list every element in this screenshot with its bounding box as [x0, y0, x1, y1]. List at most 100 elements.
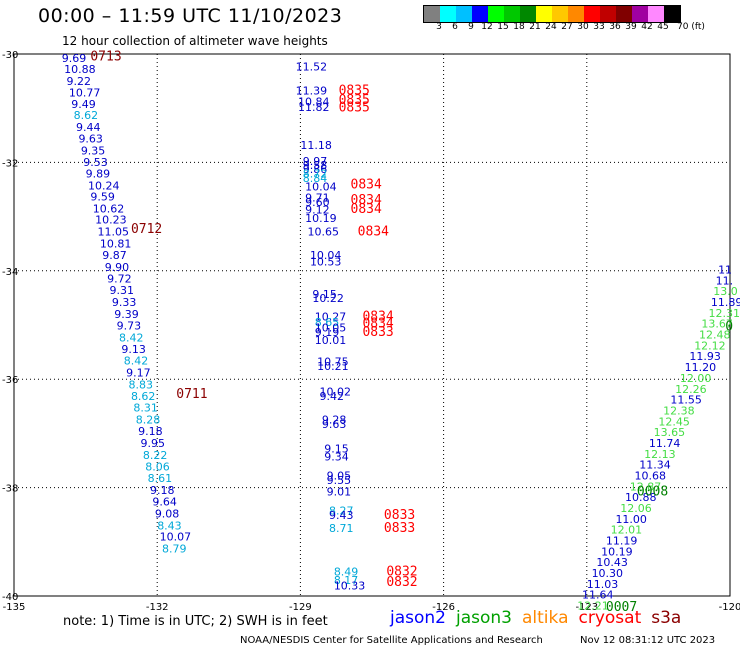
colorbar-swatch	[648, 6, 664, 22]
lat-tick-label: -40	[2, 592, 18, 603]
colorbar-swatch	[600, 6, 616, 22]
wave-height-value: 8.31	[133, 402, 158, 415]
wave-height-value: 10.88	[64, 63, 96, 76]
wave-height-value: 12.00	[680, 372, 712, 385]
wave-height-value: 12.38	[663, 404, 695, 417]
colorbar-swatch	[488, 6, 504, 22]
pass-time-label: 0834	[362, 317, 393, 332]
wave-height-value: 9.60	[305, 196, 330, 209]
colorbar-swatch	[632, 6, 648, 22]
wave-height-value: 9.22	[67, 75, 92, 88]
wave-height-value: 11.89	[711, 296, 740, 309]
wave-height-value: 13.65	[654, 426, 686, 439]
wave-height-value: 9.34	[324, 451, 349, 464]
wave-height-value: 11.00	[615, 513, 647, 526]
wave-height-value: 9.12	[305, 203, 330, 216]
wave-height-value: 9.97	[303, 155, 328, 168]
lat-tick-label: -30	[2, 50, 18, 61]
wave-height-value: 12.87	[630, 480, 662, 493]
colorbar-label: 12	[481, 22, 493, 32]
wave-height-value: 11.39	[296, 85, 328, 98]
wave-height-value: 10.62	[93, 202, 125, 215]
wave-height-value: 9.64	[152, 495, 177, 508]
wave-height-value: 12.12	[694, 339, 726, 352]
legend-item-altika: altika	[522, 608, 569, 628]
legend-item-jason3: jason3	[456, 608, 512, 628]
wave-height-value: 8.62	[74, 109, 99, 122]
wave-height-value: 13.67	[701, 318, 733, 331]
colorbar-label: 15	[497, 22, 509, 32]
wave-height-value: 9.49	[71, 98, 96, 111]
wave-height-value: 11.82	[298, 101, 330, 114]
wave-height-value: 12.01	[611, 524, 643, 537]
wave-height-value: 9.28	[322, 414, 347, 427]
wave-height-value: 9.89	[86, 168, 111, 181]
wave-height-value: 9.63	[78, 132, 103, 145]
wave-height-value: 9.63	[322, 418, 347, 431]
wave-height-value: 11.55	[670, 394, 702, 407]
wave-height-value: 11.05	[98, 226, 129, 239]
wave-height-value: 9.53	[83, 156, 108, 169]
wave-height-value: 8.65	[315, 316, 340, 329]
wave-height-value: 10.30	[592, 567, 624, 580]
wave-height-value: 9.55	[327, 474, 352, 487]
pass-time-label: 0832	[386, 575, 417, 590]
colorbar-labels: 3 6 9 12 15 18 21 24 27 30 33 36 39 42 45 70 (ft)	[423, 22, 733, 36]
lat-tick-label: -36	[2, 375, 18, 386]
page-title: 00:00 – 11:59 UTC 11/10/2023	[38, 5, 343, 27]
pass-time-label: 0712	[131, 222, 162, 237]
pass-time-label: 0834	[358, 225, 389, 240]
colorbar-swatch	[616, 6, 632, 22]
wave-height-value: 8.27	[329, 505, 354, 518]
wave-height-value: 10.43	[596, 556, 628, 569]
wave-height-value: 10.05	[315, 322, 347, 335]
legend-item-jason2: jason2	[390, 608, 446, 628]
wave-height-value: 10.24	[88, 180, 120, 193]
wave-height-value: 10.04	[310, 249, 342, 262]
wave-height-value: 10.81	[100, 237, 132, 250]
wave-height-value: 9.17	[126, 366, 151, 379]
wave-height-value: 8.49	[334, 565, 359, 578]
wave-height-value: 9.15	[312, 288, 337, 301]
lon-tick-label: -135	[3, 602, 26, 613]
wave-height-value: 8.83	[129, 378, 154, 391]
wave-height-value: 11.	[716, 274, 734, 287]
wave-height-value: 12.26	[675, 383, 707, 396]
wave-height-value: 9.59	[90, 190, 115, 203]
pass-time-label: 0832	[386, 564, 417, 579]
wave-height-value: 8.72	[303, 168, 328, 181]
footer-timestamp: Nov 12 08:31:12 UTC 2023	[580, 635, 716, 646]
wave-height-value: 10.02	[319, 385, 351, 398]
colorbar-swatch	[440, 6, 456, 22]
wave-height-value: 8.79	[162, 543, 187, 556]
wave-height-value: 10.84	[298, 95, 330, 108]
wave-height-value: 9.71	[305, 191, 330, 204]
wave-height-value: 8.71	[329, 522, 354, 535]
pass-time-label: 0835	[339, 100, 370, 115]
wave-height-value: 8.42	[124, 355, 149, 368]
wave-height-value: 11.34	[639, 459, 671, 472]
colorbar-swatch	[568, 6, 584, 22]
wave-height-value: 9.86	[303, 163, 328, 176]
wave-height-value: 9.87	[102, 249, 127, 262]
wave-height-value: 10.23	[95, 214, 127, 227]
wave-height-value: 10.21	[317, 360, 349, 373]
wave-height-value: 10.19	[305, 212, 337, 225]
pass-time-label: 0834	[351, 193, 382, 208]
pass-time-label: 0008	[637, 485, 668, 500]
pass-time-label: 0711	[176, 387, 207, 402]
legend-item-cryosat: cryosat	[578, 608, 642, 628]
wave-height-value: 10.88	[625, 491, 657, 504]
wave-height-value: 8.06	[145, 460, 170, 473]
colorbar-label: 36	[609, 22, 621, 32]
wave-height-value: 12.31	[709, 307, 740, 320]
wave-height-value: 8.62	[131, 390, 156, 403]
wave-height-value: 9.90	[105, 261, 129, 274]
colorbar-swatch	[552, 6, 568, 22]
wave-height-value: 8.42	[119, 331, 144, 344]
wave-height-value: 9.44	[76, 121, 101, 134]
lon-tick-label: -129	[289, 602, 312, 613]
colorbar-label: 3	[436, 22, 442, 32]
wave-height-value: 10.07	[160, 531, 192, 544]
